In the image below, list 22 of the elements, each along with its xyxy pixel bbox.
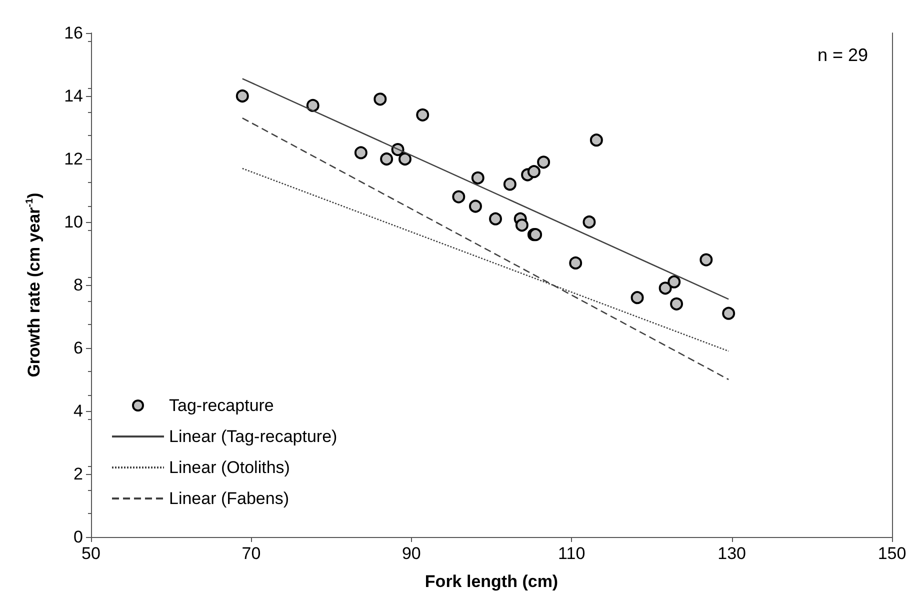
x-tick-label: 90 <box>402 544 421 563</box>
legend-label: Linear (Otoliths) <box>169 458 290 477</box>
y-tick-label: 12 <box>64 150 83 168</box>
y-tick-label: 4 <box>74 402 83 420</box>
y-tick-label: 10 <box>64 212 83 232</box>
y-tick-label: 0 <box>74 528 83 546</box>
y-axis-title: Growth rate (cm year-1) <box>24 192 44 378</box>
y-tick-label: 2 <box>74 464 83 484</box>
legend-label: Linear (Fabens) <box>169 489 290 508</box>
x-tick-label: 50 <box>82 544 100 563</box>
y-tick-label: 16 <box>64 24 83 42</box>
y-tick-label: 14 <box>64 86 83 106</box>
legend-label: Linear (Tag-recapture) <box>169 427 338 446</box>
x-tick-label: 110 <box>558 544 586 563</box>
y-tick-label: 8 <box>74 276 83 294</box>
x-tick-label: 130 <box>718 544 746 563</box>
x-axis-title: Fork length (cm) <box>424 572 558 591</box>
legend-label: Tag-recapture <box>169 396 274 415</box>
x-tick-label: 70 <box>242 544 261 563</box>
x-tick-label: 150 <box>878 544 906 563</box>
annotation: n = 29 <box>817 45 868 65</box>
y-tick-label: 6 <box>74 338 83 358</box>
